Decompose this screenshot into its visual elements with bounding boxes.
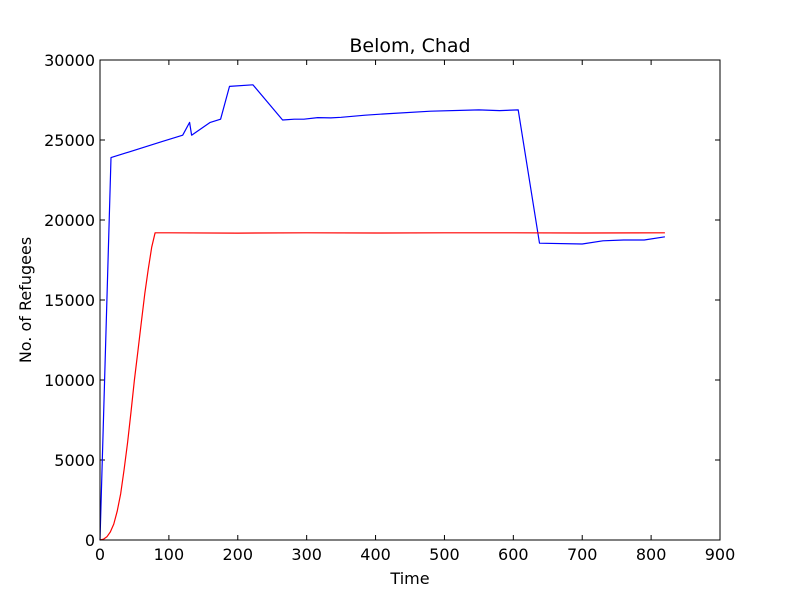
- plot-frame: [99, 59, 721, 541]
- x-tick-label: 400: [360, 545, 391, 564]
- x-tick-label: 100: [154, 545, 185, 564]
- y-tick-label: 5000: [54, 451, 95, 470]
- y-tick-label: 0: [85, 531, 95, 550]
- x-tick-label: 0: [95, 545, 105, 564]
- x-tick-label: 300: [291, 545, 322, 564]
- series-line-1: [99, 84, 665, 541]
- x-tick-label: 800: [636, 545, 667, 564]
- y-tick-label: 10000: [44, 371, 95, 390]
- x-tick-label: 600: [498, 545, 529, 564]
- series-line-2: [99, 232, 665, 541]
- x-tick-label: 200: [223, 545, 254, 564]
- x-axis-title: Time: [389, 569, 429, 588]
- x-tick-label: 700: [567, 545, 598, 564]
- x-tick-label: 900: [705, 545, 736, 564]
- series-layer: [99, 84, 665, 541]
- y-tick-label: 25000: [44, 131, 95, 150]
- chart-title: Belom, Chad: [349, 35, 470, 57]
- x-tick-label: 500: [429, 545, 460, 564]
- axis-ticks: 0 100 200 300 400 500 600 700 800 900 0 5000 10000 15…: [44, 51, 735, 564]
- y-tick-label: 15000: [44, 291, 95, 310]
- y-tick-label: 30000: [44, 51, 95, 70]
- y-tick-label: 20000: [44, 211, 95, 230]
- y-axis-title: No. of Refugees: [16, 237, 35, 363]
